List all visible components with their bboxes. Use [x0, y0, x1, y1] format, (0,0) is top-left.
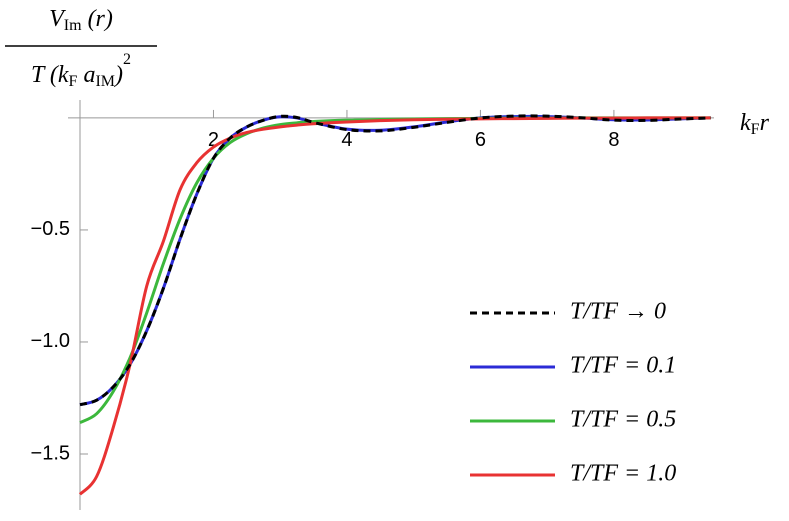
label-part: F: [69, 73, 78, 90]
y-tick-label: −0.5: [31, 218, 70, 240]
y-tick-label: −1.0: [31, 330, 70, 352]
label-part: (r): [82, 6, 113, 32]
label-part: r: [760, 110, 770, 136]
legend-label: T/TF = 0.1: [570, 353, 676, 379]
label-part: a: [77, 62, 95, 88]
label-part: T (k: [31, 62, 69, 88]
math-label: T (kF aIM)2: [31, 51, 131, 90]
label-part: 2: [123, 51, 131, 68]
label-part: F: [751, 121, 760, 138]
x-tick-label: 4: [341, 129, 352, 151]
label-part: IM: [95, 73, 115, 90]
line-series: [79, 114, 711, 407]
legend-label: T/TF = 0.5: [570, 407, 676, 433]
x-tick-label: 6: [475, 129, 486, 151]
y-tick-label: −1.5: [31, 442, 70, 464]
math-label: VIm (r): [49, 6, 113, 34]
math-label: kFr: [740, 110, 770, 138]
label-part: k: [740, 110, 751, 136]
legend-label: T/TF = 1.0: [570, 461, 676, 487]
label-part: ): [113, 62, 123, 88]
x-tick-label: 2: [208, 129, 219, 151]
label-part: V: [49, 6, 66, 32]
x-tick-label: 8: [608, 129, 619, 151]
legend-label: T/TF → 0: [570, 299, 666, 325]
label-part: Im: [64, 17, 82, 34]
